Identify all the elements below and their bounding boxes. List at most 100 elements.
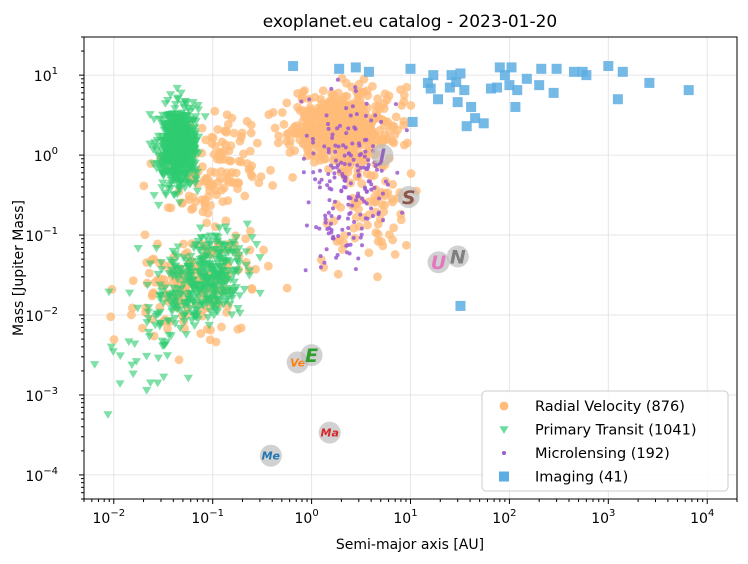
- radial-velocity-point: [329, 91, 339, 100]
- primary-transit-point: [170, 320, 180, 328]
- primary-transit-point: [192, 187, 203, 196]
- x-tick-label: 101: [393, 508, 417, 527]
- primary-transit-point: [145, 260, 155, 269]
- radial-velocity-point: [197, 123, 207, 133]
- primary-transit-point: [191, 113, 201, 121]
- primary-transit-point: [202, 277, 213, 285]
- radial-velocity-point: [179, 239, 188, 249]
- microlensing-point: [335, 252, 340, 257]
- primary-transit-point: [165, 91, 176, 99]
- primary-transit-point: [144, 328, 154, 337]
- primary-transit-point: [241, 248, 251, 257]
- primary-transit-point: [171, 167, 182, 175]
- imaging-point: [551, 63, 562, 74]
- primary-transit-point: [170, 250, 180, 259]
- microlensing-point: [359, 232, 364, 237]
- planet-marker: [446, 245, 469, 268]
- primary-transit-point: [220, 277, 230, 285]
- microlensing-point: [356, 173, 361, 178]
- radial-velocity-point: [259, 245, 269, 255]
- microlensing-point: [310, 137, 315, 142]
- primary-transit-point: [124, 338, 134, 346]
- radial-velocity-point: [139, 181, 149, 191]
- imaging-point: [504, 80, 515, 91]
- microlensing-point: [303, 268, 308, 273]
- imaging-point: [569, 66, 580, 77]
- legend-label: Microlensing (192): [535, 446, 670, 462]
- microlensing-point: [383, 179, 388, 184]
- data-points: [90, 61, 694, 419]
- x-tick-label: 102: [492, 508, 516, 527]
- primary-transit-point: [239, 285, 250, 294]
- legend-label: Primary Transit (1041): [535, 423, 697, 439]
- radial-velocity-point: [174, 355, 184, 365]
- imaging-point: [428, 70, 439, 81]
- primary-transit-point: [200, 270, 210, 279]
- solar-planet-e: E: [300, 344, 323, 367]
- primary-transit-point: [229, 270, 239, 279]
- primary-transit-point: [165, 127, 175, 136]
- radial-velocity-point: [246, 170, 256, 179]
- primary-transit-point: [208, 302, 218, 311]
- primary-transit-point: [222, 296, 232, 304]
- microlensing-point: [342, 178, 347, 183]
- primary-transit-point: [185, 304, 195, 313]
- solar-planet-u: U: [427, 251, 450, 274]
- primary-transit-point: [163, 185, 174, 193]
- radial-velocity-point: [163, 203, 173, 213]
- microlensing-point: [326, 126, 331, 131]
- microlensing-point: [362, 154, 367, 159]
- primary-transit-point: [213, 237, 223, 246]
- primary-transit-point: [209, 289, 219, 298]
- radial-velocity-point: [318, 86, 328, 96]
- primary-transit-point: [188, 99, 198, 107]
- primary-transit-point: [186, 268, 196, 277]
- primary-transit-point: [141, 352, 152, 361]
- primary-transit-point: [200, 113, 210, 121]
- primary-transit-point: [181, 331, 191, 339]
- primary-transit-point: [220, 242, 230, 250]
- microlensing-point: [346, 202, 351, 207]
- radial-velocity-point: [349, 223, 359, 233]
- radial-velocity-point: [221, 216, 231, 226]
- primary-transit-point: [201, 247, 211, 256]
- microlensing-point: [366, 158, 371, 163]
- radial-velocity-point: [263, 261, 273, 271]
- microlensing-point: [366, 162, 371, 167]
- y-axis-label: Mass [Jupiter Mass]: [11, 200, 27, 336]
- microlensing-point: [322, 260, 327, 265]
- primary-transit-point: [187, 137, 197, 145]
- radial-velocity-point: [348, 143, 358, 153]
- microlensing-point: [319, 177, 324, 182]
- primary-transit-point: [175, 185, 185, 194]
- radial-velocity-point: [308, 151, 318, 161]
- primary-transit-point: [166, 332, 176, 341]
- primary-transit-point: [196, 301, 206, 309]
- planet-label: Me: [262, 450, 281, 463]
- primary-transit-point: [163, 317, 173, 326]
- microlensing-point: [380, 218, 385, 223]
- radial-velocity-point: [305, 103, 315, 113]
- primary-transit-point: [176, 124, 187, 132]
- primary-transit-point: [154, 201, 164, 210]
- primary-transit-point: [184, 147, 194, 156]
- primary-transit-point: [247, 234, 257, 242]
- primary-transit-point: [173, 243, 183, 252]
- microlensing-point: [326, 150, 331, 155]
- radial-velocity-point: [282, 98, 292, 108]
- primary-transit-point: [189, 244, 199, 253]
- microlensing-point: [357, 143, 362, 148]
- radial-velocity-point: [388, 235, 398, 245]
- microlensing-point: [329, 213, 334, 218]
- primary-transit-point: [189, 142, 199, 150]
- primary-transit-point: [211, 281, 221, 290]
- radial-velocity-point: [384, 91, 394, 101]
- microlensing-point: [364, 189, 369, 194]
- imaging-point: [470, 113, 481, 124]
- microlensing-point: [351, 157, 356, 162]
- primary-transit-point: [197, 254, 207, 263]
- radial-velocity-point: [371, 228, 381, 237]
- primary-transit-point: [115, 352, 125, 360]
- radial-velocity-point: [379, 207, 389, 217]
